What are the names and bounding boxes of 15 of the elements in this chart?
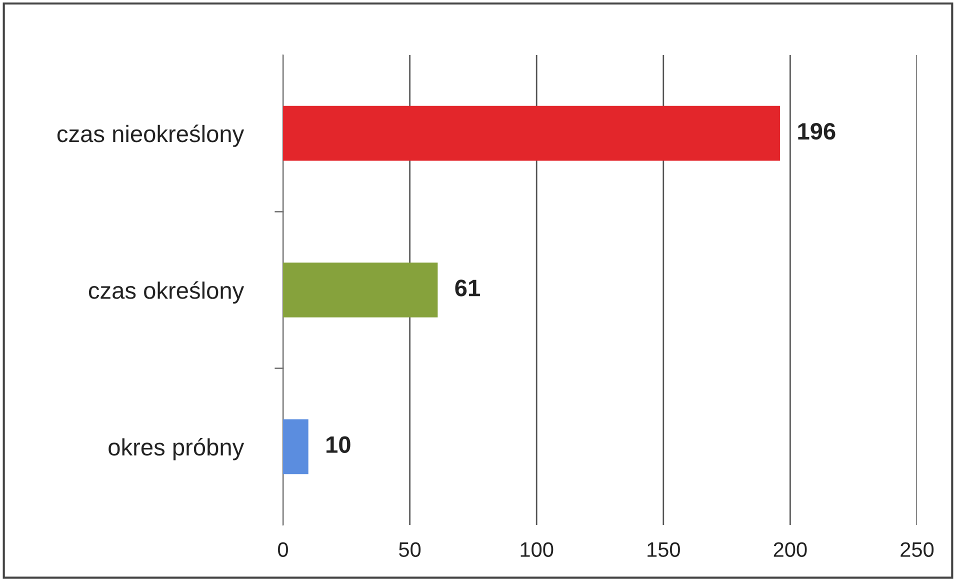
x-tick-label: 100 bbox=[520, 542, 554, 557]
data-label: 61 bbox=[455, 280, 480, 296]
bar bbox=[283, 262, 438, 318]
data-label: 196 bbox=[798, 122, 836, 140]
bar bbox=[283, 419, 308, 474]
data-label: 10 bbox=[326, 436, 350, 454]
x-tick-label: 250 bbox=[900, 542, 934, 557]
y-tick-label: okres próbny bbox=[108, 438, 244, 460]
x-tick-label: 50 bbox=[399, 542, 421, 557]
x-tick-label: 200 bbox=[774, 542, 807, 557]
x-tick-label: 150 bbox=[648, 542, 680, 557]
bar bbox=[283, 106, 780, 161]
x-tick-label: 0 bbox=[278, 542, 288, 557]
y-tick-label: czas nieokreślony bbox=[57, 124, 244, 147]
y-tick-label: czas określony bbox=[88, 281, 244, 304]
